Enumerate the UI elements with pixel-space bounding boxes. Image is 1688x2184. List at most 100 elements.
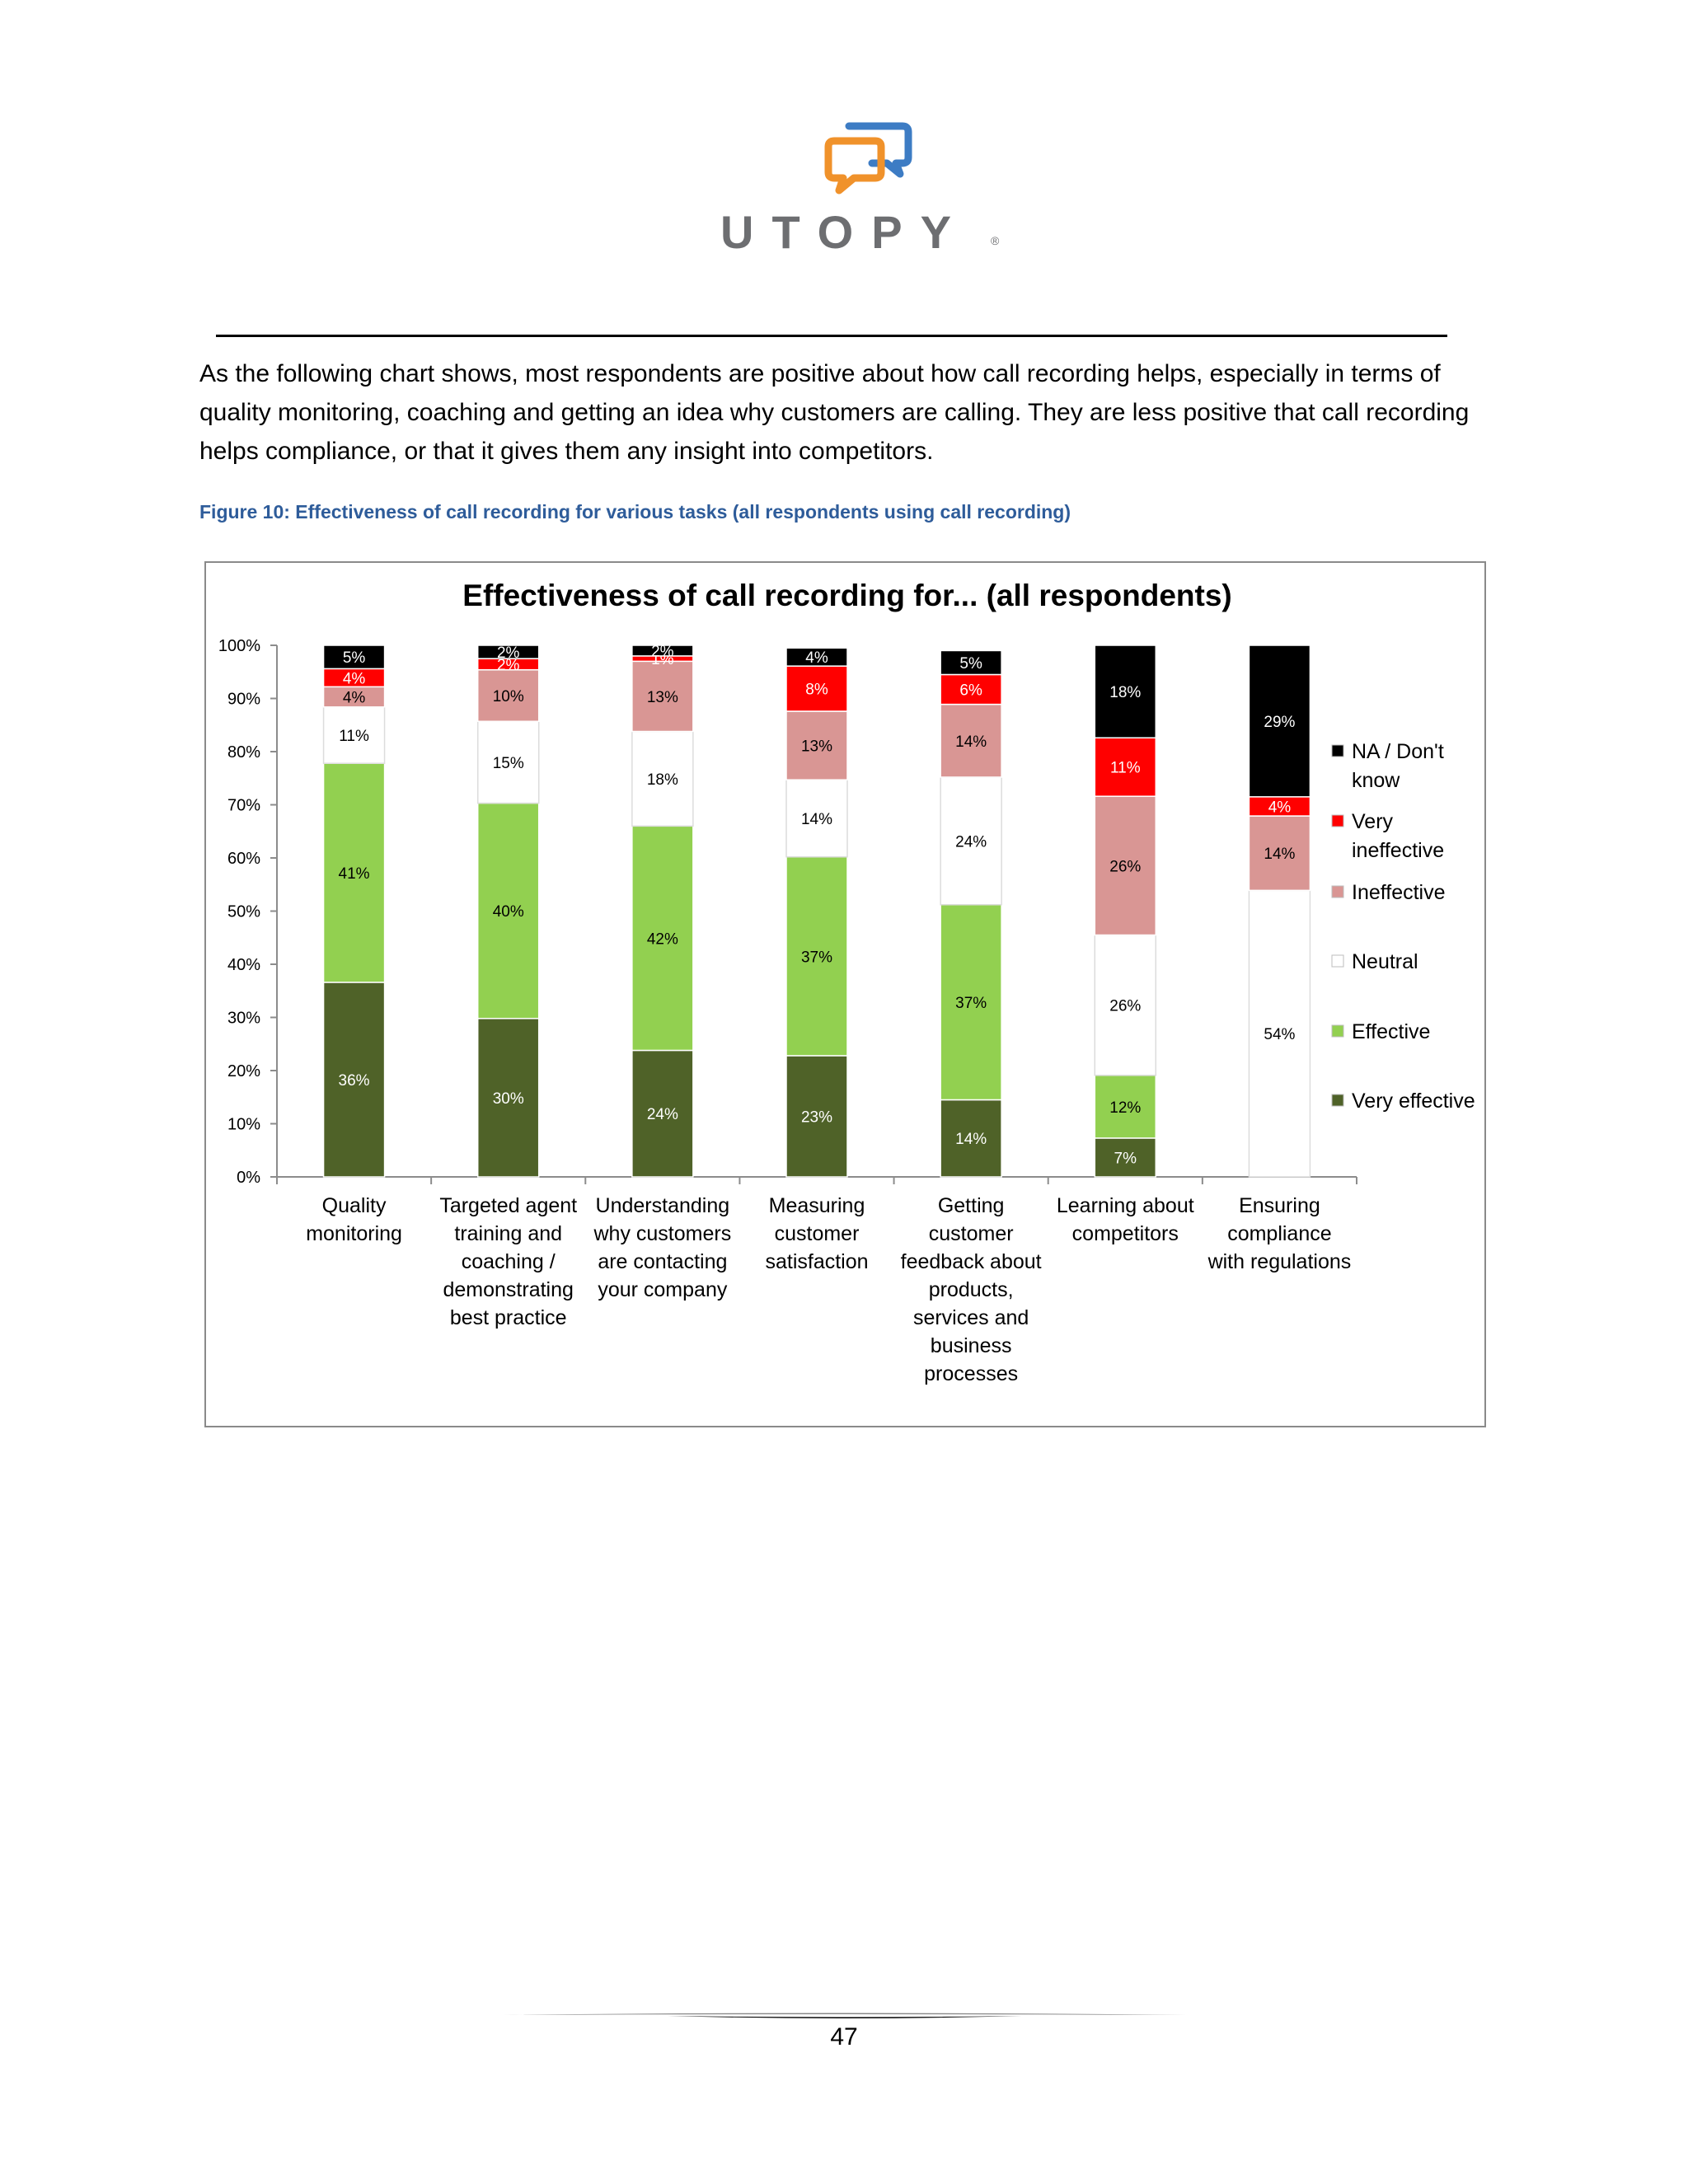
category-label: processes — [924, 1362, 1018, 1385]
bar-segment — [940, 649, 1002, 676]
header-rule — [216, 335, 1447, 337]
data-label: 11% — [1110, 760, 1141, 777]
category-label: monitoring — [306, 1222, 402, 1245]
legend-swatch — [1331, 1024, 1344, 1038]
data-label: 11% — [339, 728, 369, 745]
legend-label: know — [1352, 769, 1400, 792]
data-label: 2% — [497, 644, 520, 662]
registered-mark: ® — [991, 234, 1000, 247]
category-label: demonstrating — [443, 1278, 573, 1301]
category-label: training and — [454, 1222, 562, 1245]
data-label: 7% — [1114, 1150, 1137, 1167]
category-label: services and — [913, 1306, 1029, 1329]
bar-segment — [631, 660, 694, 733]
bar-segment — [785, 779, 848, 858]
bar-segment — [940, 776, 1002, 906]
data-label: 6% — [959, 682, 982, 700]
data-label: 18% — [647, 771, 678, 789]
chart-axes: 0% 10% 20% 30% 40% 50% 60% 70% 80% 90% 100% — [218, 637, 1357, 1187]
bar-segment — [940, 703, 1002, 778]
body-paragraph: As the following chart shows, most respo… — [199, 360, 1470, 465]
bar-segment — [1248, 644, 1311, 798]
legend-label: NA / Don't — [1352, 740, 1444, 763]
category-label: are contacting — [598, 1250, 727, 1273]
legend-label: Effective — [1352, 1020, 1430, 1043]
y-tick-label: 50% — [227, 903, 260, 921]
legend-label: ineffective — [1352, 839, 1444, 862]
data-label: 8% — [805, 682, 828, 699]
chart-bars: 36%41%11%4%4%5%30%40%15%10%2%2%24%42%18%… — [322, 643, 1311, 1178]
utopy-logo: UTOPY ® — [720, 122, 1000, 258]
speech-bubbles-icon — [824, 122, 912, 194]
bar-segment — [785, 665, 848, 712]
category-label: customer — [775, 1222, 860, 1245]
y-tick-label: 100% — [218, 637, 260, 655]
figure-caption: Figure 10: Effectiveness of call recordi… — [199, 501, 1071, 523]
legend-swatch — [1331, 1094, 1344, 1107]
legend-label: Neutral — [1352, 950, 1418, 973]
data-label: 18% — [1109, 684, 1141, 701]
legend-swatch — [1331, 744, 1344, 757]
data-label: 23% — [801, 1108, 832, 1126]
bar-segment — [476, 802, 540, 1019]
data-label: 10% — [493, 688, 524, 705]
data-label: 14% — [801, 811, 832, 828]
category-label: Understanding — [596, 1194, 730, 1217]
y-tick-label: 60% — [227, 850, 260, 868]
y-tick-label: 10% — [227, 1116, 260, 1134]
data-label: 2% — [497, 657, 520, 674]
data-label: 13% — [647, 689, 678, 706]
category-label: your company — [598, 1278, 728, 1301]
data-label: 36% — [339, 1072, 370, 1090]
bar-segment — [322, 706, 386, 764]
bar-segment — [631, 644, 694, 657]
category-label: products, — [929, 1278, 1014, 1301]
category-label: why customers — [593, 1222, 731, 1245]
bar-segment — [322, 982, 386, 1178]
data-label: 4% — [343, 670, 366, 687]
data-label: 14% — [955, 733, 987, 751]
bar-segment — [785, 855, 848, 1057]
legend-label: Very — [1352, 810, 1394, 833]
legend-swatch — [1331, 954, 1344, 968]
data-label: 24% — [955, 833, 987, 851]
bar-segment — [785, 710, 848, 780]
data-label: 5% — [959, 655, 982, 673]
category-label: feedback about — [901, 1250, 1042, 1273]
stacked-bar-chart: Effectiveness of call recording for... (… — [218, 579, 1475, 1385]
y-tick-label: 40% — [227, 956, 260, 974]
data-label: 26% — [1109, 998, 1141, 1015]
category-label: business — [931, 1334, 1012, 1357]
bar-segment — [1094, 644, 1157, 738]
data-label: 13% — [801, 738, 832, 756]
data-label: 37% — [801, 949, 832, 966]
legend-label: Very effective — [1352, 1090, 1475, 1113]
category-label: Ensuring — [1239, 1194, 1320, 1217]
logo-wordmark: UTOPY — [720, 206, 969, 258]
data-label: 24% — [647, 1106, 678, 1123]
bar-segment — [785, 647, 848, 667]
bar-segment — [322, 762, 386, 983]
category-label: satisfaction — [765, 1250, 868, 1273]
bar-segment — [785, 1055, 848, 1178]
data-label: 14% — [1264, 846, 1295, 863]
data-label: 54% — [1264, 1026, 1295, 1043]
category-label: compliance — [1227, 1222, 1331, 1245]
category-label: Measuring — [769, 1194, 865, 1217]
bar-segment — [631, 825, 694, 1052]
y-tick-label: 0% — [237, 1169, 260, 1187]
category-label: Quality — [322, 1194, 387, 1217]
y-tick-label: 20% — [227, 1062, 260, 1080]
category-labels: Quality monitoring Targeted agent training … — [306, 1194, 1351, 1385]
category-label: coaching / — [462, 1250, 556, 1273]
bar-segment — [1094, 795, 1157, 936]
chart-legend: NA / Don't know Very ineffective Ineffective… — [1331, 740, 1475, 1113]
data-label: 15% — [493, 755, 524, 772]
data-label: 40% — [493, 903, 524, 921]
bar-segment — [476, 668, 540, 722]
data-label: 2% — [651, 643, 674, 660]
bar-segment — [476, 644, 540, 659]
data-label: 4% — [343, 690, 366, 707]
data-label: 41% — [339, 865, 370, 883]
data-label: 26% — [1109, 858, 1141, 875]
